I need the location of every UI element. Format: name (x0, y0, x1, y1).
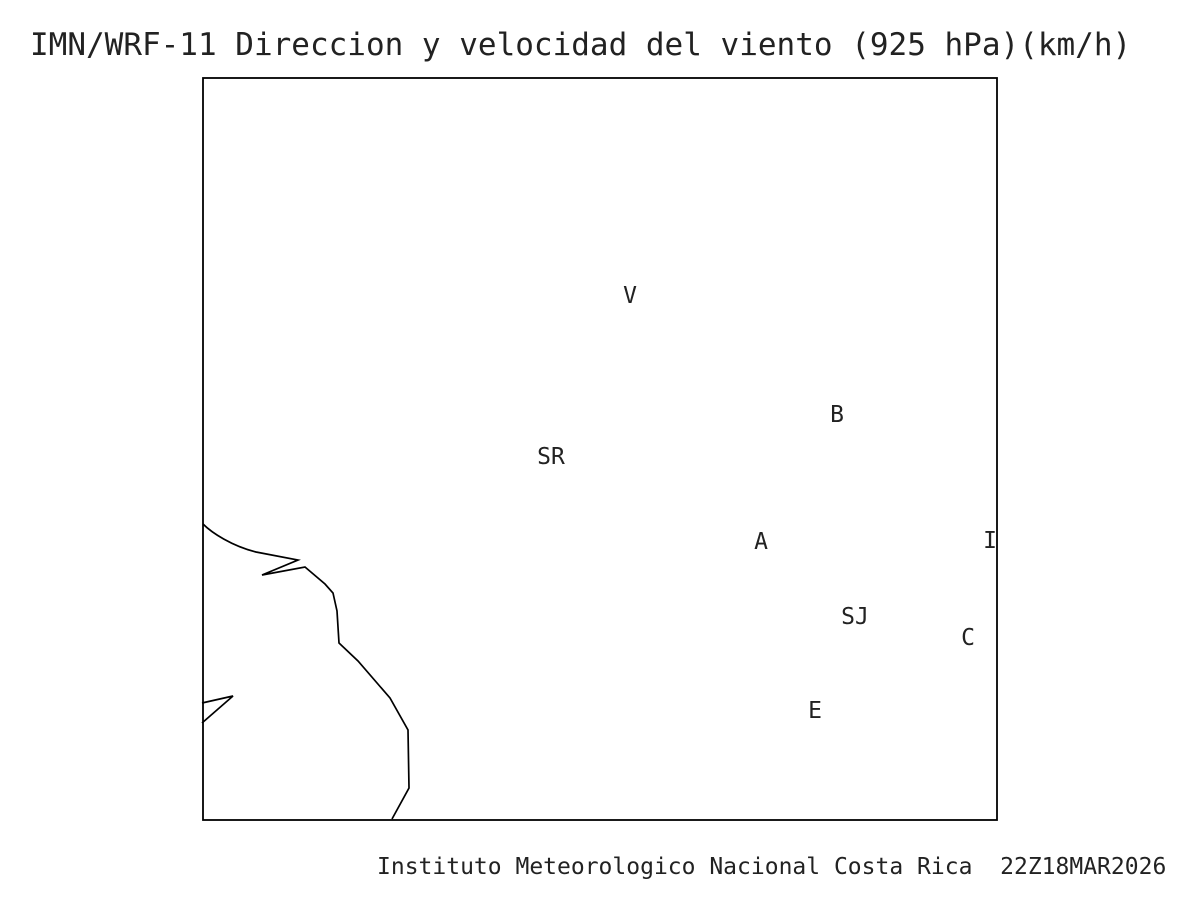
coastline-path (202, 523, 410, 820)
station-label-sr: SR (537, 444, 565, 470)
station-label-e: E (808, 698, 822, 724)
coastline-inlet-path (201, 695, 234, 724)
map-title: IMN/WRF-11 Direccion y velocidad del vie… (30, 27, 1132, 63)
station-label-sj: SJ (841, 604, 869, 630)
map-frame (202, 77, 998, 821)
station-label-i: I (983, 528, 997, 554)
station-label-c: C (961, 625, 975, 651)
credit-line: Instituto Meteorologico Nacional Costa R… (377, 854, 1167, 880)
station-label-v: V (623, 283, 637, 309)
station-label-a: A (754, 529, 768, 555)
station-label-b: B (830, 402, 844, 428)
